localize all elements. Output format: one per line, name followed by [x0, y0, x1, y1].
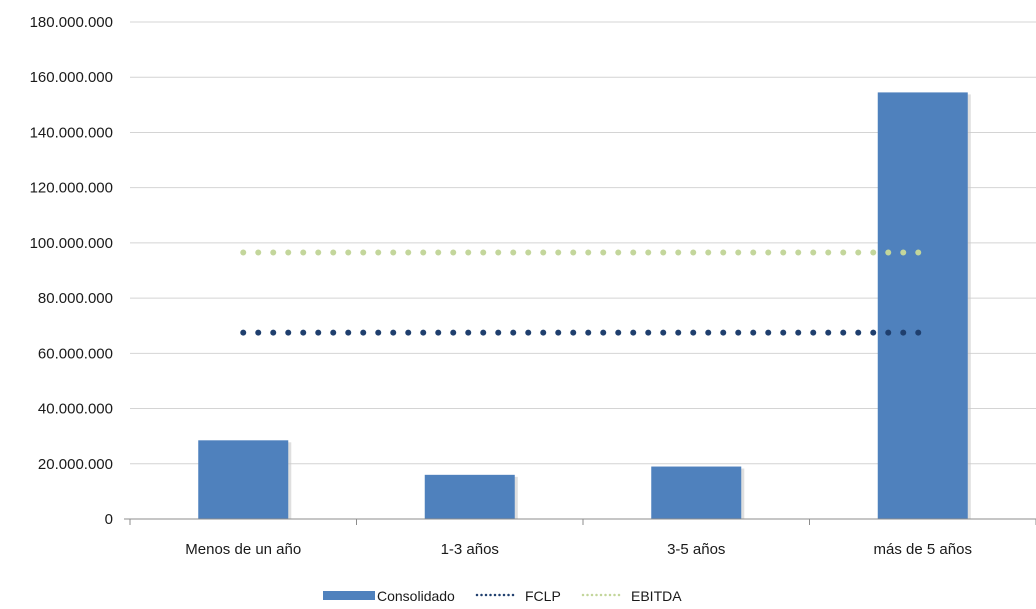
- bar-consolidado: [198, 440, 289, 519]
- legend-label: Consolidado: [377, 588, 455, 604]
- y-tick-label: 60.000.000: [38, 345, 113, 362]
- x-axis-tick-labels: Menos de un año 1-3 años 3-5 años más de 5 …: [185, 541, 972, 558]
- legend-label: FCLP: [525, 588, 561, 604]
- y-axis-tick-labels: 0 20.000.000 40.000.000 60.000.000 80.000.00…: [30, 14, 113, 528]
- reference-lines: [240, 249, 926, 336]
- bar-consolidado: [651, 466, 742, 519]
- legend-label: EBITDA: [631, 588, 682, 604]
- y-tick-label: 120.000.000: [30, 180, 113, 197]
- x-tick-label: 1-3 años: [441, 541, 499, 558]
- legend: Consolidado FCLP EBITDA: [323, 588, 682, 604]
- y-tick-label: 140.000.000: [30, 124, 113, 141]
- bars: [198, 92, 971, 520]
- bar-consolidado: [424, 474, 515, 519]
- y-tick-label: 20.000.000: [38, 456, 113, 473]
- x-tick-label: más de 5 años: [874, 541, 972, 558]
- x-tick-label: Menos de un año: [185, 541, 301, 558]
- x-axis: [124, 518, 1036, 525]
- grid-lines: [130, 21, 1036, 465]
- legend-swatch-consolidado: [323, 591, 375, 600]
- y-tick-label: 80.000.000: [38, 290, 113, 307]
- y-tick-label: 0: [105, 511, 113, 528]
- y-tick-label: 40.000.000: [38, 401, 113, 418]
- bar-consolidado: [877, 92, 968, 520]
- y-tick-label: 160.000.000: [30, 69, 113, 86]
- y-tick-label: 180.000.000: [30, 14, 113, 31]
- x-tick-label: 3-5 años: [667, 541, 725, 558]
- y-tick-label: 100.000.000: [30, 235, 113, 252]
